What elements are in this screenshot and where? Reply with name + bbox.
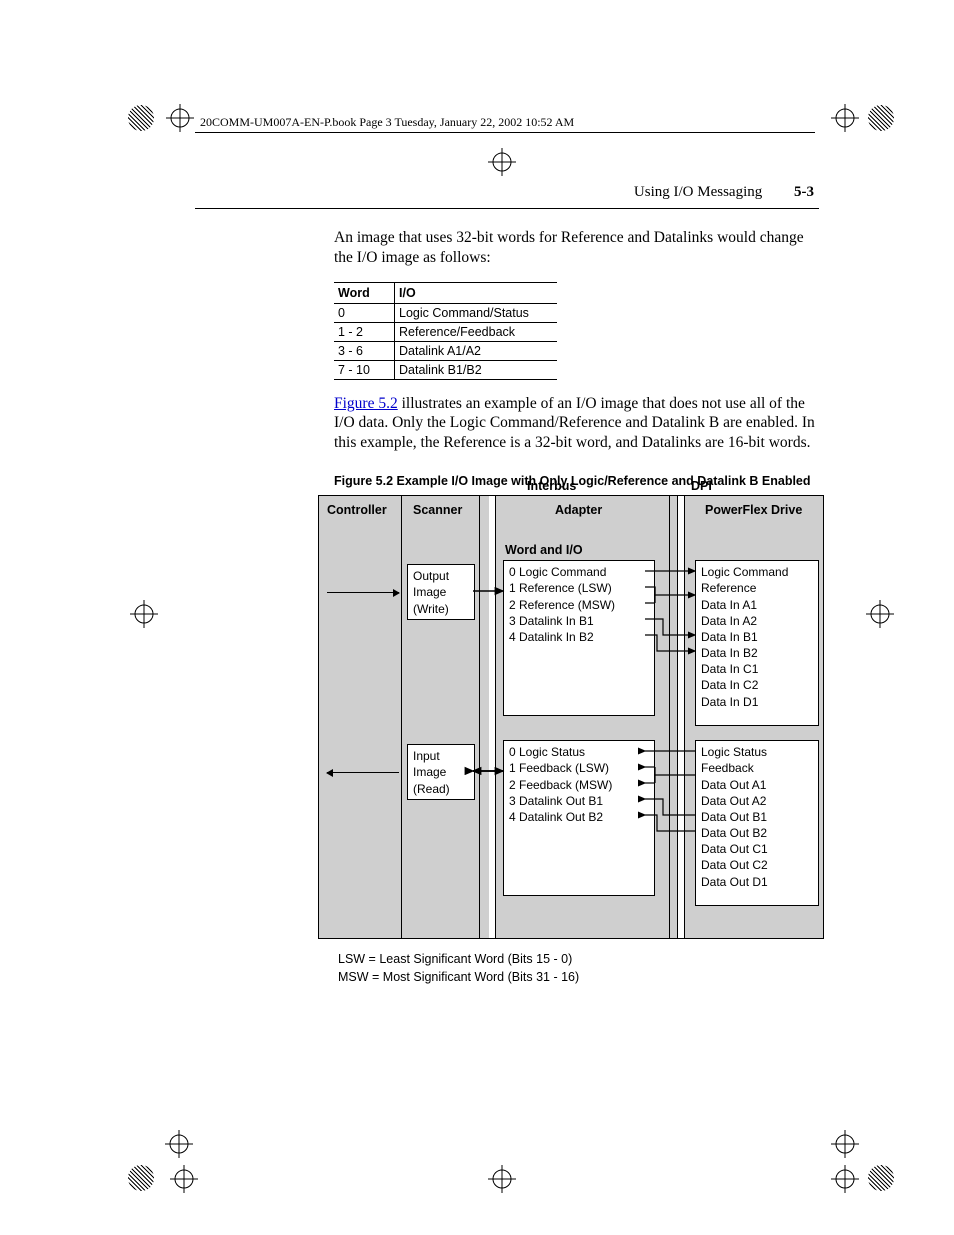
content-area: An image that uses 32-bit words for Refe… [334, 228, 824, 986]
page-number: 5-3 [794, 184, 814, 200]
page-header-rule [195, 208, 819, 209]
table-row: 3 - 6Datalink A1/A2 [334, 341, 557, 360]
adapter-input-box: 0 Logic Status 1 Feedback (LSW) 2 Feedba… [503, 740, 655, 896]
dpi-label: DPI [691, 478, 712, 494]
book-header-line: 20COMM-UM007A-EN-P.book Page 3 Tuesday, … [200, 115, 574, 130]
crop-mark [868, 105, 894, 131]
registration-mark [831, 104, 859, 132]
column-divider [669, 496, 670, 938]
table-header-word: Word [334, 282, 395, 303]
table-row: 0Logic Command/Status [334, 303, 557, 322]
column-divider [401, 496, 402, 938]
table-header-io: I/O [395, 282, 558, 303]
figure-reference-paragraph: Figure 5.2 illustrates an example of an … [334, 394, 824, 453]
drive-output-box: Logic Command Reference Data In A1 Data … [695, 560, 819, 726]
figure-link[interactable]: Figure 5.2 [334, 395, 398, 412]
crop-mark [128, 1165, 154, 1191]
column-header-adapter: Adapter [555, 502, 602, 518]
section-title: Using I/O Messaging [634, 184, 762, 200]
column-divider [479, 496, 480, 938]
crop-mark [128, 105, 154, 131]
interbus-label: Interbus [527, 478, 576, 494]
registration-mark [130, 600, 158, 628]
controller-input-arrow [327, 772, 399, 773]
intro-paragraph: An image that uses 32-bit words for Refe… [334, 228, 824, 268]
header-rule [195, 132, 815, 133]
note-msw: MSW = Most Significant Word (Bits 31 - 1… [338, 969, 824, 987]
figure-caption: Figure 5.2 Example I/O Image with Only L… [334, 473, 824, 489]
column-header-controller: Controller [327, 502, 387, 518]
registration-mark [170, 1165, 198, 1193]
io-image-diagram: Interbus DPI Controller Scanner Adapter … [318, 495, 824, 939]
figure-ref-text: illustrates an example of an I/O image t… [334, 395, 815, 452]
registration-mark [866, 600, 894, 628]
table-row: 1 - 2Reference/Feedback [334, 322, 557, 341]
registration-mark [488, 1165, 516, 1193]
registration-mark [831, 1165, 859, 1193]
registration-mark [831, 1130, 859, 1158]
page: 20COMM-UM007A-EN-P.book Page 3 Tuesday, … [0, 0, 954, 1235]
registration-mark [166, 104, 194, 132]
adapter-output-box: 0 Logic Command 1 Reference (LSW) 2 Refe… [503, 560, 655, 716]
figure-notes: LSW = Least Significant Word (Bits 15 - … [338, 951, 824, 986]
scanner-output-box: Output Image (Write) [407, 564, 475, 620]
controller-output-arrow [327, 592, 399, 593]
drive-input-box: Logic Status Feedback Data Out A1 Data O… [695, 740, 819, 906]
column-header-scanner: Scanner [413, 502, 462, 518]
registration-mark [488, 148, 516, 176]
word-io-table: Word I/O 0Logic Command/Status 1 - 2Refe… [334, 282, 557, 380]
page-header: Using I/O Messaging 5-3 [634, 184, 814, 201]
crop-mark [868, 1165, 894, 1191]
scanner-input-box: Input Image (Read) [407, 744, 475, 800]
column-header-drive: PowerFlex Drive [705, 502, 802, 518]
registration-mark [165, 1130, 193, 1158]
adapter-subheading: Word and I/O [505, 542, 583, 558]
dpi-channel [677, 496, 685, 938]
interbus-channel [489, 496, 496, 938]
table-row: 7 - 10Datalink B1/B2 [334, 360, 557, 379]
note-lsw: LSW = Least Significant Word (Bits 15 - … [338, 951, 824, 969]
